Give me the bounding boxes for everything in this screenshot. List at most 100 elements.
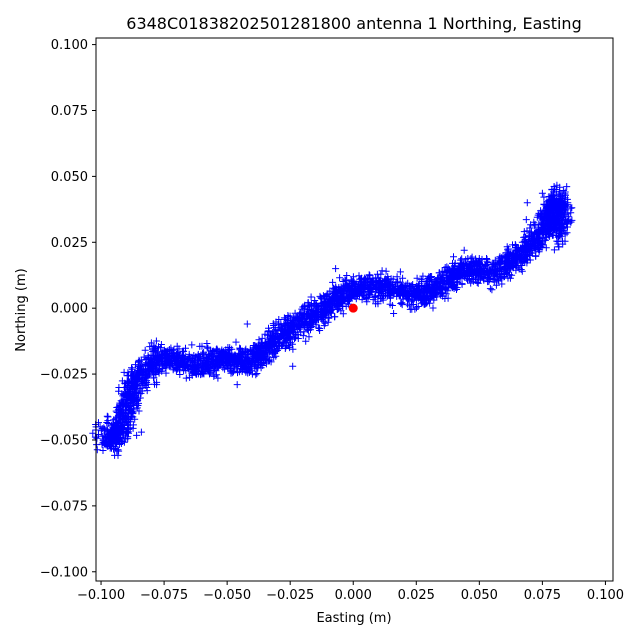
data-point	[233, 358, 241, 366]
data-point	[424, 278, 432, 285]
data-point	[533, 213, 541, 221]
plot-area	[89, 181, 576, 459]
data-point	[469, 268, 476, 276]
x-tick-label: 0.100	[587, 588, 624, 603]
data-point	[265, 327, 273, 335]
data-point	[135, 399, 142, 407]
data-point	[386, 292, 394, 300]
data-point	[206, 370, 213, 378]
data-point	[119, 434, 127, 442]
data-point	[544, 214, 552, 221]
data-point	[213, 345, 221, 353]
data-point	[546, 196, 554, 204]
data-point	[214, 363, 222, 371]
data-point	[257, 338, 265, 346]
data-point	[290, 316, 298, 324]
data-point	[319, 292, 327, 300]
data-point	[89, 429, 97, 437]
data-point	[399, 289, 407, 297]
data-point	[509, 260, 517, 267]
data-point	[206, 353, 213, 361]
data-point	[211, 357, 219, 365]
data-point	[217, 354, 225, 362]
data-point	[118, 408, 126, 416]
data-point	[250, 351, 258, 359]
data-point	[497, 267, 505, 275]
data-point	[289, 362, 297, 370]
data-point	[147, 339, 155, 347]
data-point	[523, 239, 530, 247]
data-point	[514, 263, 522, 271]
data-point	[272, 348, 280, 355]
x-tick-label: 0.000	[335, 588, 372, 603]
data-point	[233, 381, 241, 389]
data-point	[253, 343, 261, 351]
data-point	[537, 214, 545, 222]
data-point	[438, 267, 446, 275]
data-point	[418, 287, 426, 295]
data-point	[462, 271, 470, 278]
data-point	[132, 393, 140, 401]
data-point	[230, 359, 238, 367]
data-point	[505, 258, 513, 266]
data-point	[411, 305, 419, 313]
data-point	[143, 379, 151, 386]
data-point	[522, 251, 530, 259]
x-tick-label: −0.050	[203, 588, 251, 603]
data-point	[352, 295, 360, 303]
data-point	[460, 246, 468, 254]
data-point	[265, 357, 273, 365]
data-point	[214, 374, 222, 382]
data-point	[105, 438, 113, 446]
data-point	[243, 320, 251, 328]
data-point	[524, 256, 531, 264]
data-point	[252, 371, 260, 379]
data-point	[384, 286, 392, 294]
data-point	[210, 372, 218, 380]
data-point	[458, 280, 466, 288]
data-point	[469, 276, 477, 283]
data-point	[320, 293, 328, 301]
data-point	[491, 271, 498, 279]
data-point	[200, 359, 208, 367]
data-point	[481, 263, 489, 271]
data-point	[556, 210, 564, 218]
data-point	[308, 307, 316, 315]
data-point	[469, 258, 477, 265]
data-point	[169, 366, 177, 374]
data-point	[99, 447, 107, 454]
data-point	[390, 310, 398, 317]
data-point	[517, 253, 525, 261]
data-point	[536, 238, 544, 246]
data-point	[553, 209, 561, 216]
data-point	[419, 272, 427, 280]
data-point	[497, 274, 505, 282]
data-point	[550, 192, 558, 199]
data-point	[170, 352, 177, 360]
data-point	[195, 353, 203, 361]
data-point	[414, 283, 422, 291]
data-point	[280, 314, 288, 322]
data-point	[119, 399, 127, 407]
data-point	[286, 344, 294, 352]
y-axis: −0.100 −0.075 −0.050 −0.025 0.000 0.025 0.050 0…	[40, 38, 96, 580]
data-point	[134, 376, 142, 383]
data-point	[146, 343, 154, 351]
data-point	[433, 293, 441, 301]
data-point	[322, 312, 330, 320]
data-point	[450, 253, 457, 261]
data-point	[448, 278, 456, 286]
data-point	[152, 337, 160, 345]
data-point	[547, 205, 555, 213]
data-point	[455, 272, 462, 280]
data-point	[426, 299, 434, 307]
data-point	[115, 384, 123, 391]
data-point	[458, 255, 466, 263]
data-point	[137, 428, 145, 436]
data-point	[133, 384, 141, 392]
data-point	[129, 413, 137, 421]
data-point	[342, 302, 350, 310]
data-point	[161, 364, 169, 372]
data-point	[143, 387, 151, 395]
data-point	[321, 301, 329, 309]
